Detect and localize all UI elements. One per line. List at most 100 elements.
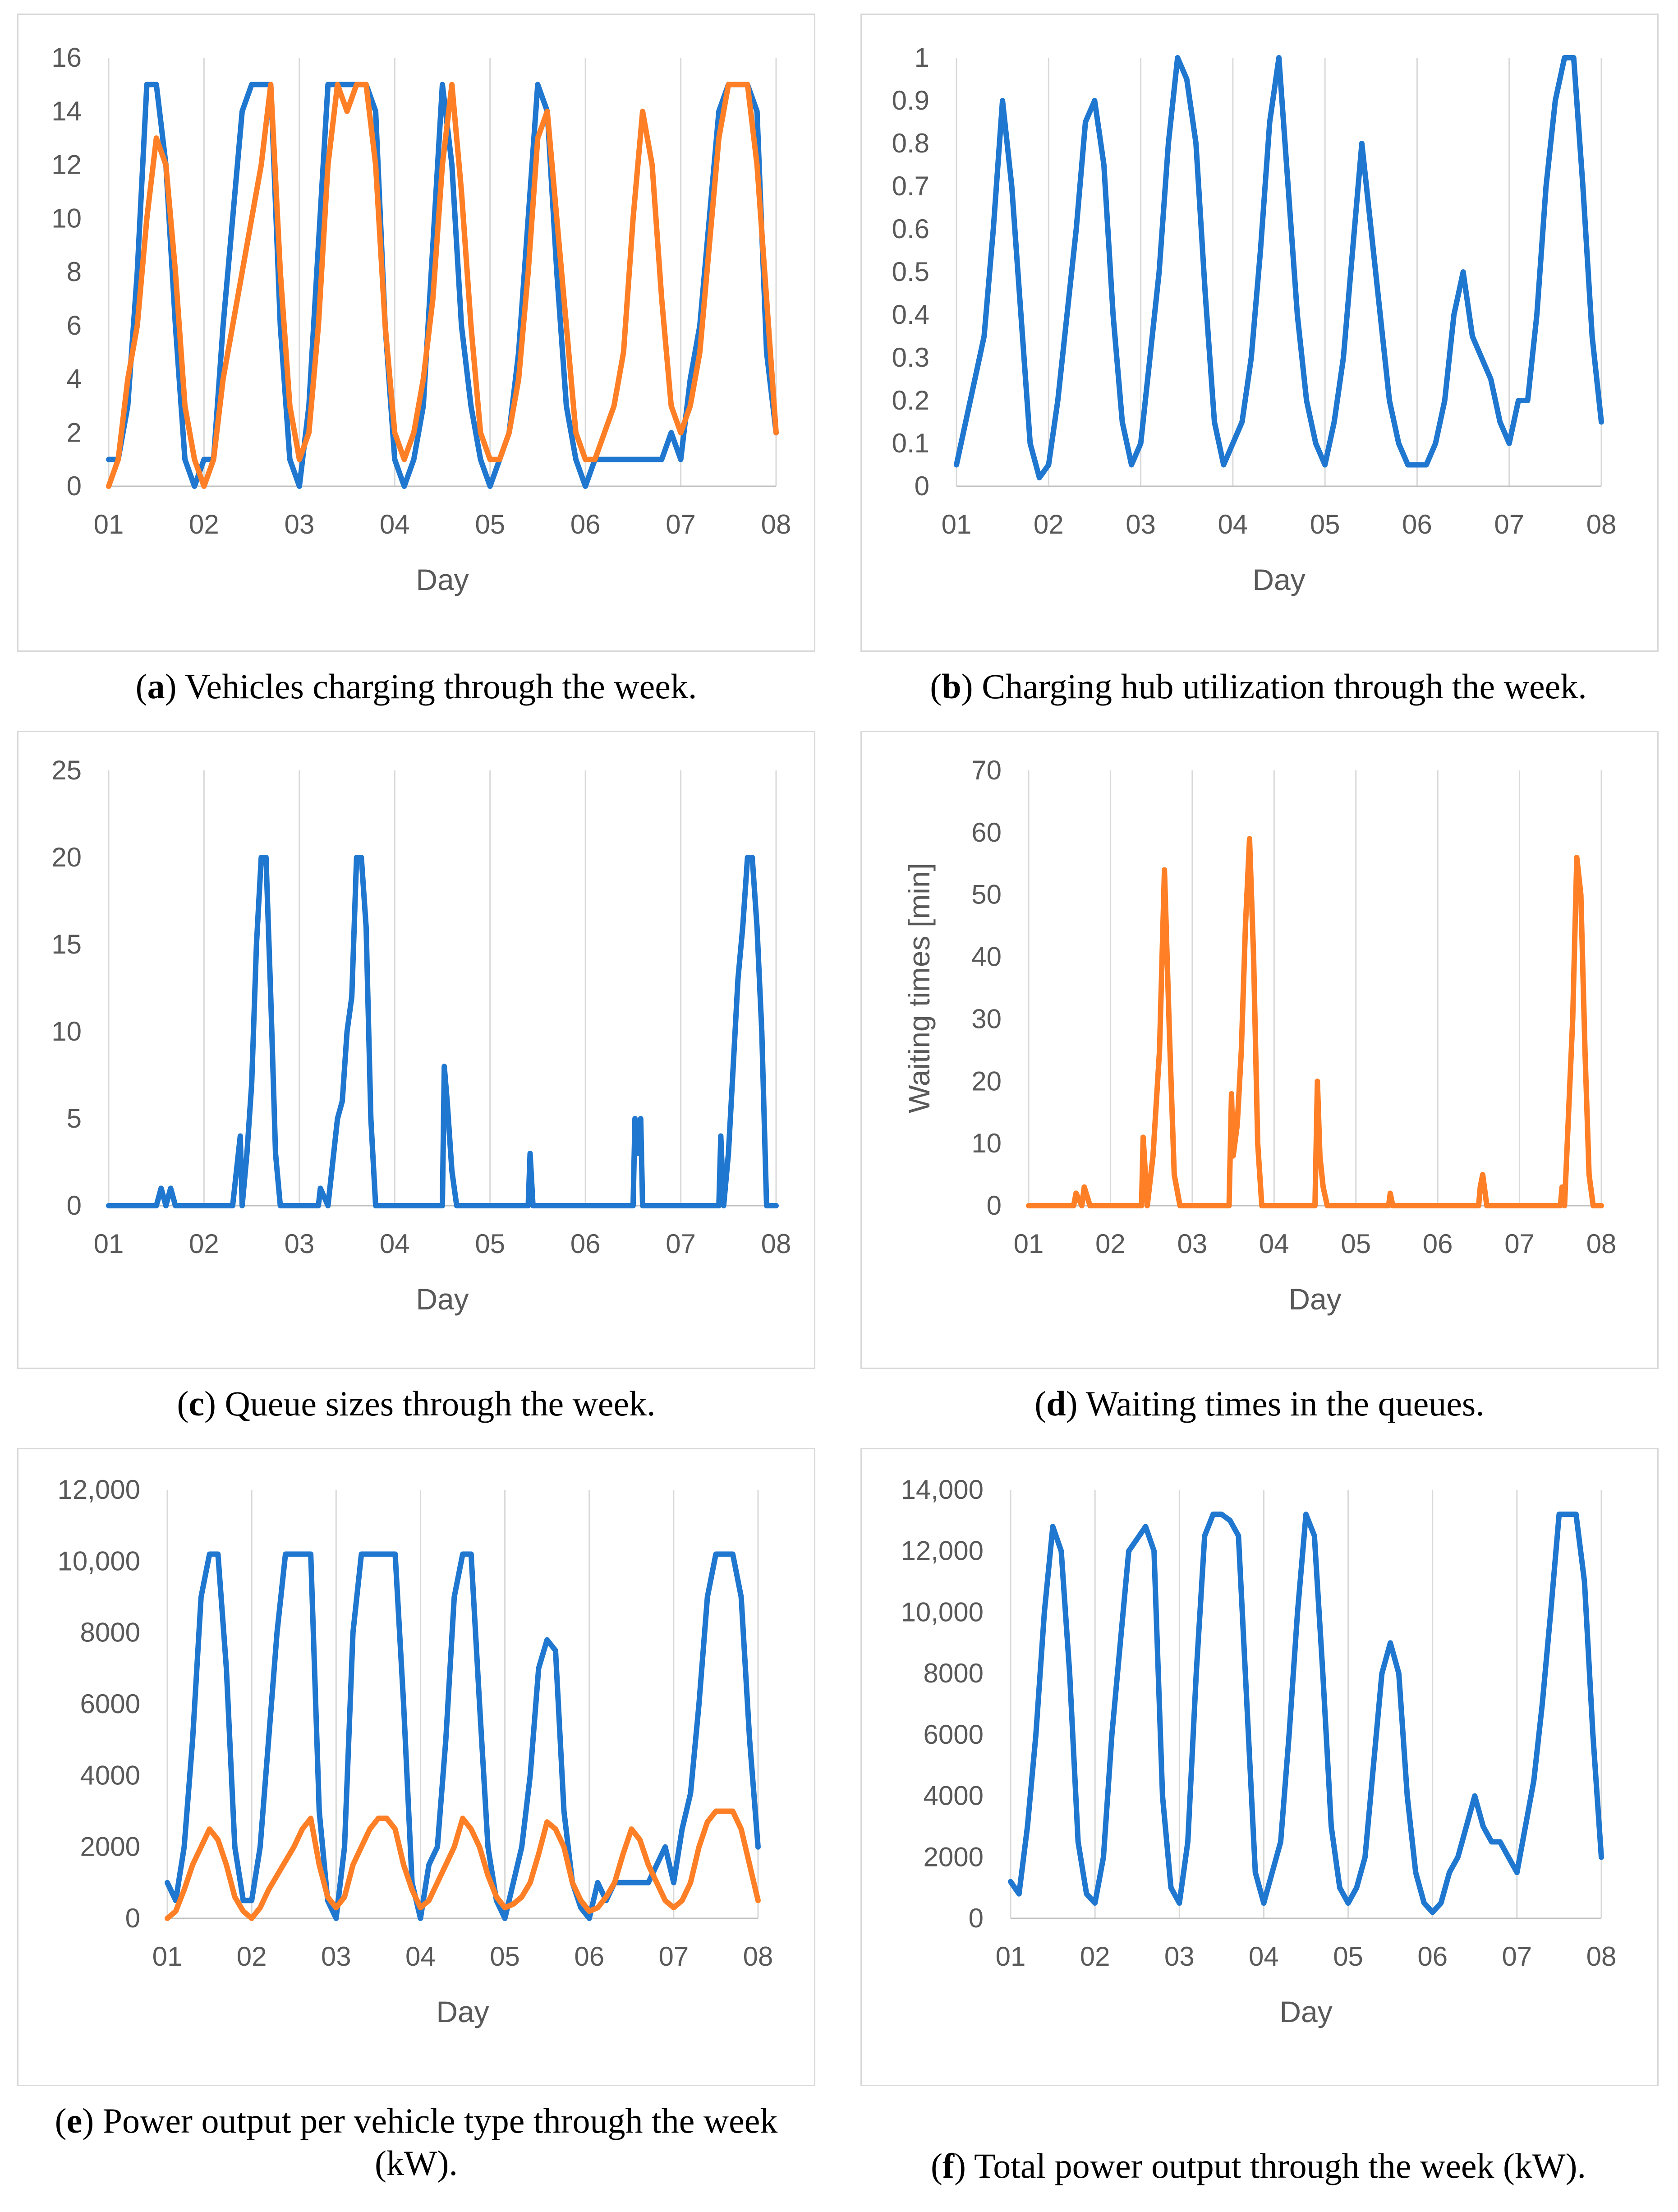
y-tick-label: 8 [67,257,82,287]
y-tick-label: 25 [51,755,82,785]
y-tick-label: 8000 [80,1618,140,1648]
x-tick-label: 08 [743,1941,773,1972]
y-tick-label: 0 [67,471,82,501]
x-tick-label: 07 [666,1229,696,1259]
caption-f: (f) Total power output through the week … [930,2146,1586,2185]
series-line-blue [954,55,1604,480]
y-tick-label: 20 [971,1066,1002,1096]
caption-e: (e) Power output per vehicle type throug… [55,2101,778,2183]
y-tick-label: 14 [51,96,82,126]
x-tick-label: 02 [1095,1229,1126,1259]
y-tick-label: 10 [51,1016,82,1046]
x-tick-label: 02 [189,1229,219,1259]
caption-a: (a) Vehicles charging through the week. [135,667,697,706]
y-tick-label: 4000 [924,1781,984,1811]
x-tick-label: 05 [1341,1229,1371,1259]
x-tick-label: 07 [1494,509,1524,539]
y-tick-label: 6 [67,310,82,341]
x-tick-label: 07 [658,1941,689,1972]
series-line-orange [1026,836,1604,1208]
x-tick-label: 03 [284,1229,314,1259]
y-tick-label: 2000 [80,1832,140,1862]
caption-b: (b) Charging hub utilization through the… [930,667,1587,706]
y-tick-label: 12 [51,150,82,180]
x-tick-label: 02 [237,1941,267,1972]
y-tick-label: 0.1 [892,428,929,458]
x-tick-label: 06 [574,1941,604,1972]
x-tick-label: 04 [380,1229,410,1259]
x-tick-label: 01 [1014,1229,1044,1259]
x-tick-label: 04 [1249,1941,1279,1972]
x-tick-label: 06 [1402,509,1432,539]
y-tick-label: 10,000 [57,1546,140,1576]
x-tick-label: 06 [570,509,601,539]
y-tick-label: 4 [67,364,82,394]
y-tick-label: 0 [125,1903,140,1933]
chart-panel-b: 01 02 03 04 05 06 07 08 0 0.1 0.2 0.3 0.4 0.5 0.6 0.7 0.… [860,14,1659,652]
x-tick-label: 05 [1310,509,1340,539]
y-tick-label: 5 [67,1103,82,1134]
x-tick-label: 02 [1080,1941,1110,1972]
y-tick-label: 50 [971,880,1002,910]
series-line-blue [106,855,779,1208]
x-tick-label: 04 [405,1941,436,1972]
y-tick-label: 30 [971,1004,1002,1034]
x-tick-label: 01 [152,1941,183,1972]
series-line-orange [165,1808,761,1921]
x-tick-label: 05 [475,1229,505,1259]
y-axis-title: Waiting times [min] [902,863,936,1113]
y-tick-label: 0 [969,1903,984,1933]
y-tick-label: 6000 [80,1689,140,1719]
x-tick-label: 08 [761,509,791,539]
x-axis-title: Day [436,1995,489,2028]
x-tick-label: 05 [1333,1941,1363,1972]
x-tick-label: 04 [1259,1229,1289,1259]
y-tick-label: 70 [971,755,1002,785]
chart-panel-f: 01 02 03 04 05 06 07 08 0 2000 4000 6000 8000 10,000 1… [860,1448,1659,2086]
y-tick-label: 0.5 [892,257,929,287]
y-tick-label: 0.8 [892,128,929,158]
y-tick-label: 0 [915,471,929,501]
x-tick-label: 07 [666,509,696,539]
x-tick-label: 06 [570,1229,601,1259]
chart-panel-d: 01 02 03 04 05 06 07 08 0 10 20 30 40 50 60 70 Day Waitin… [860,731,1659,1369]
x-tick-label: 05 [490,1941,520,1972]
y-tick-label: 10 [51,203,82,233]
y-tick-label: 60 [971,817,1002,848]
x-tick-label: 07 [1504,1229,1535,1259]
x-tick-label: 06 [1417,1941,1448,1972]
x-tick-label: 08 [761,1229,791,1259]
x-tick-label: 08 [1586,509,1617,539]
y-tick-label: 0.7 [892,171,929,201]
y-tick-label: 0.9 [892,85,929,115]
y-tick-label: 20 [51,842,82,872]
y-tick-label: 0.4 [892,300,929,330]
x-axis-title: Day [1252,563,1305,596]
x-tick-label: 07 [1502,1941,1532,1972]
series-line-blue [106,82,779,489]
x-tick-label: 03 [1126,509,1156,539]
x-tick-label: 02 [189,509,219,539]
x-tick-label: 03 [321,1941,351,1972]
x-tick-label: 08 [1586,1229,1617,1259]
x-tick-label: 01 [996,1941,1026,1972]
x-axis-title: Day [1279,1995,1332,2028]
chart-e-svg: 01 02 03 04 05 06 07 08 0 2000 4000 6000 8000 10,000 1… [57,1475,773,2028]
series-line-orange [106,82,779,489]
y-tick-label: 0.2 [892,385,929,415]
y-tick-label: 4000 [80,1760,140,1790]
x-tick-label: 04 [1218,509,1248,539]
y-tick-label: 2000 [924,1842,984,1872]
x-tick-label: 03 [1164,1941,1195,1972]
chart-f-svg: 01 02 03 04 05 06 07 08 0 2000 4000 6000 8000 10,000 1… [901,1475,1617,2028]
y-tick-label: 8000 [924,1658,984,1688]
chart-panel-e: 01 02 03 04 05 06 07 08 0 2000 4000 6000 8000 10,000 1… [17,1448,815,2086]
y-tick-label: 0.3 [892,342,929,373]
x-tick-label: 03 [1177,1229,1207,1259]
y-tick-label: 0.6 [892,214,929,244]
x-tick-label: 08 [1586,1941,1617,1972]
y-tick-label: 12,000 [57,1475,140,1505]
y-tick-label: 10,000 [901,1597,984,1627]
caption-c: (c) Queue sizes through the week. [177,1384,656,1423]
